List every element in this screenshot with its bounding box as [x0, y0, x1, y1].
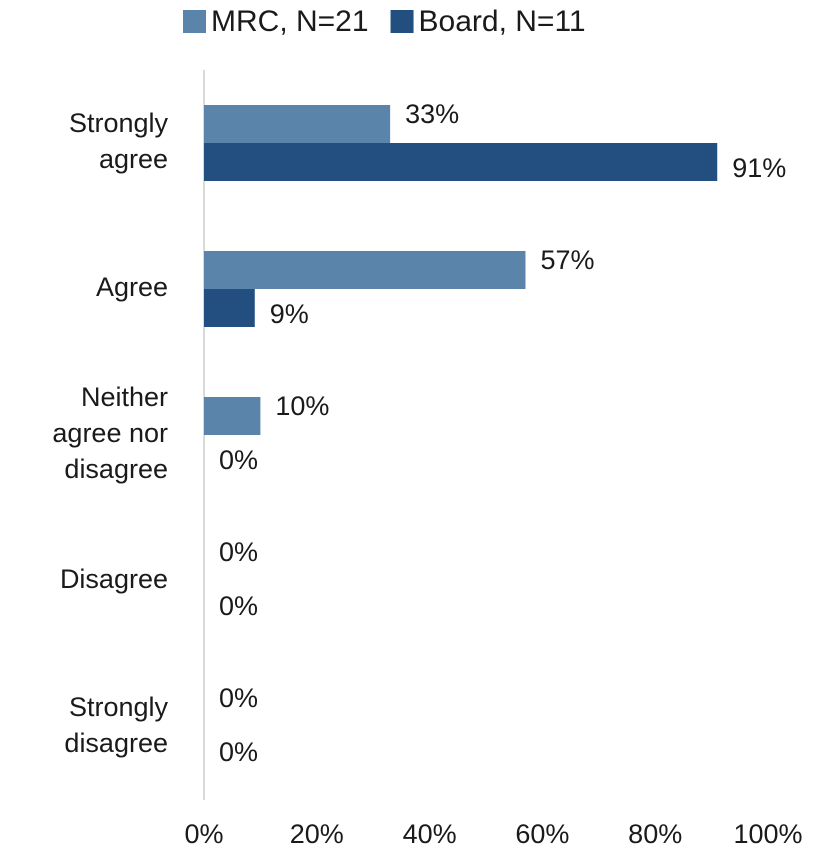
legend-label: MRC, N=21 [211, 5, 369, 38]
bar [204, 397, 261, 435]
x-tick-label: 100% [733, 819, 802, 849]
legend-swatch [390, 10, 414, 33]
bar [204, 105, 391, 143]
x-tick-label: 80% [628, 819, 682, 849]
value-label: 0% [219, 445, 258, 475]
category-label: Neither agree nor disagree [52, 382, 168, 484]
legend-label: Board, N=11 [419, 5, 586, 38]
x-tick-label: 60% [515, 819, 569, 849]
bar [204, 143, 718, 181]
value-label: 33% [405, 99, 459, 129]
value-label: 9% [270, 299, 309, 329]
value-label: 57% [540, 245, 594, 275]
category-label: Agree [96, 272, 168, 302]
category-label: Disagree [60, 564, 168, 594]
value-label: 10% [275, 391, 329, 421]
value-label: 0% [219, 591, 258, 621]
legend-swatch [183, 10, 206, 33]
value-label: 0% [219, 537, 258, 567]
value-label: 0% [219, 737, 258, 767]
value-label: 91% [732, 153, 786, 183]
x-tick-label: 0% [184, 819, 223, 849]
x-tick-label: 20% [290, 819, 344, 849]
value-label: 0% [219, 683, 258, 713]
bar [204, 289, 255, 327]
x-tick-label: 40% [403, 819, 457, 849]
bar [204, 251, 526, 289]
category-label: Strongly agree [69, 108, 169, 174]
category-label: Strongly disagree [64, 692, 168, 758]
